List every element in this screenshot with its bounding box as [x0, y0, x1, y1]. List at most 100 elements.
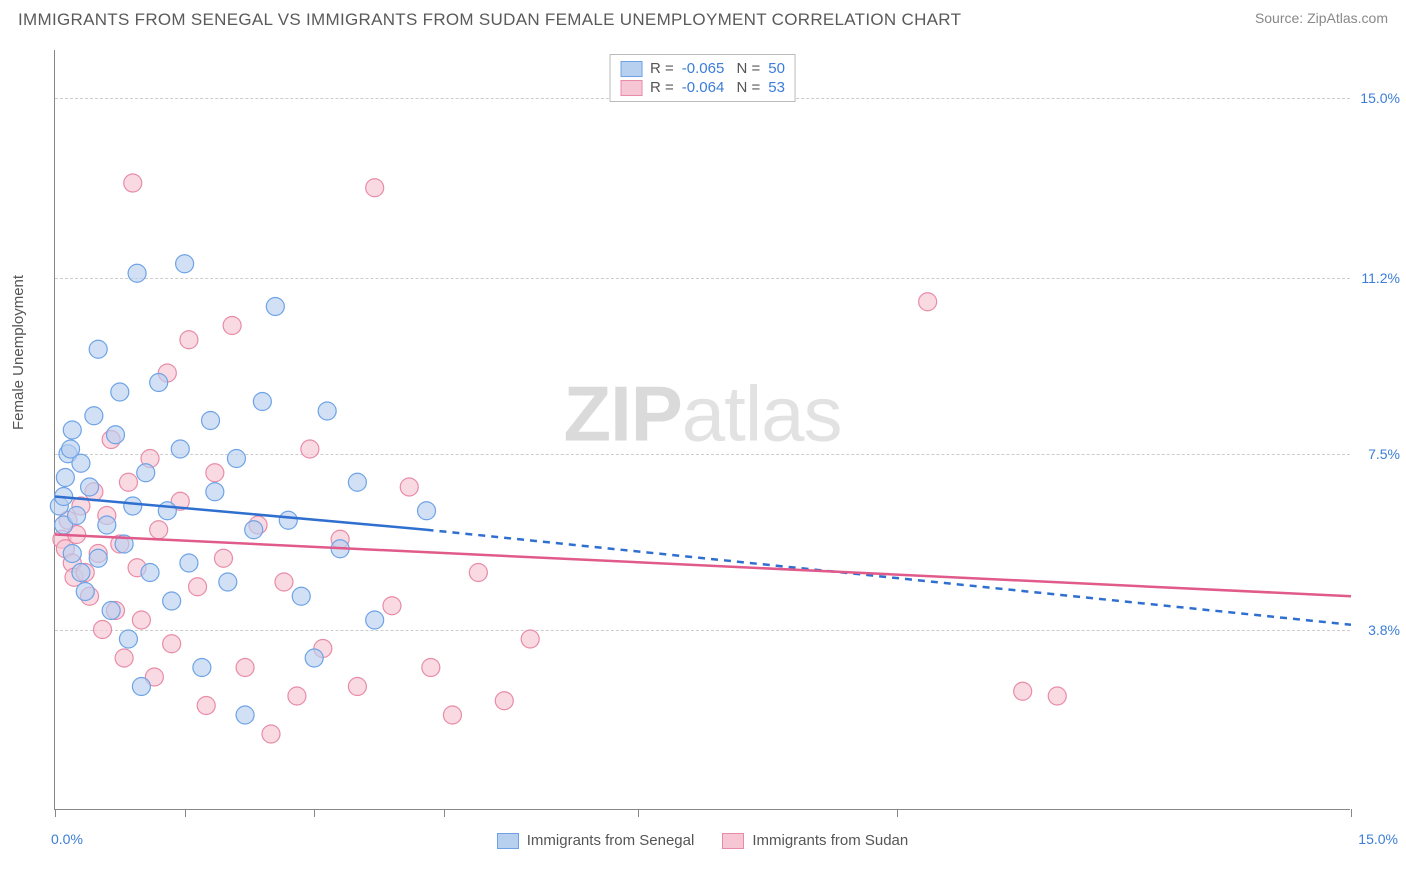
legend-n-label: N =	[732, 79, 760, 96]
data-point	[400, 478, 418, 496]
data-point	[275, 573, 293, 591]
data-point	[89, 549, 107, 567]
legend-item-senegal: Immigrants from Senegal	[497, 832, 695, 849]
x-tick	[314, 809, 315, 817]
data-point	[158, 502, 176, 520]
data-point	[318, 402, 336, 420]
data-point	[495, 692, 513, 710]
y-axis-label: Female Unemployment	[10, 275, 27, 430]
data-point	[76, 583, 94, 601]
data-point	[383, 597, 401, 615]
data-point	[115, 649, 133, 667]
data-point	[422, 659, 440, 677]
data-point	[521, 630, 539, 648]
x-tick	[638, 809, 639, 817]
y-tick-label: 7.5%	[1354, 446, 1400, 462]
data-point	[132, 611, 150, 629]
legend-label-sudan: Immigrants from Sudan	[752, 832, 908, 849]
swatch-senegal-icon	[497, 833, 519, 849]
data-point	[141, 564, 159, 582]
legend-r-value-b: -0.064	[682, 79, 725, 96]
data-point	[56, 469, 74, 487]
legend-label-senegal: Immigrants from Senegal	[527, 832, 695, 849]
data-point	[150, 521, 168, 539]
data-point	[72, 564, 90, 582]
x-tick	[444, 809, 445, 817]
x-tick	[185, 809, 186, 817]
data-point	[150, 374, 168, 392]
data-point	[262, 725, 280, 743]
data-point	[163, 635, 181, 653]
legend-row-senegal: R = -0.065 N = 50	[620, 59, 785, 78]
data-point	[1014, 682, 1032, 700]
data-point	[163, 592, 181, 610]
swatch-senegal	[620, 61, 642, 77]
legend-r-value-a: -0.065	[682, 60, 725, 77]
data-point	[189, 578, 207, 596]
data-point	[1048, 687, 1066, 705]
y-tick-label: 11.2%	[1354, 270, 1400, 286]
regression-line	[55, 535, 1351, 597]
data-point	[85, 407, 103, 425]
data-point	[81, 478, 99, 496]
data-point	[180, 554, 198, 572]
data-point	[305, 649, 323, 667]
data-point	[119, 473, 137, 491]
data-point	[119, 630, 137, 648]
data-point	[469, 564, 487, 582]
legend-item-sudan: Immigrants from Sudan	[722, 832, 908, 849]
legend-n-label: N =	[732, 60, 760, 77]
series-legend: Immigrants from Senegal Immigrants from …	[55, 832, 1350, 849]
data-point	[137, 464, 155, 482]
data-point	[176, 255, 194, 273]
data-point	[193, 659, 211, 677]
data-point	[124, 497, 142, 515]
data-point	[180, 331, 198, 349]
chart-plot-area: ZIPatlas 3.8%7.5%11.2%15.0% R = -0.065 N…	[54, 50, 1350, 810]
data-point	[171, 440, 189, 458]
x-tick	[1351, 809, 1352, 817]
x-tick	[55, 809, 56, 817]
data-point	[132, 678, 150, 696]
data-point	[219, 573, 237, 591]
correlation-legend: R = -0.065 N = 50 R = -0.064 N = 53	[609, 54, 796, 102]
x-axis-max-label: 15.0%	[1358, 831, 1398, 847]
data-point	[253, 393, 271, 411]
data-point	[245, 521, 263, 539]
data-point	[227, 450, 245, 468]
data-point	[94, 621, 112, 639]
data-point	[348, 473, 366, 491]
data-point	[919, 293, 937, 311]
data-point	[106, 426, 124, 444]
data-point	[418, 502, 436, 520]
legend-n-value-a: 50	[768, 60, 785, 77]
data-point	[223, 317, 241, 335]
y-tick-label: 3.8%	[1354, 622, 1400, 638]
data-point	[301, 440, 319, 458]
swatch-sudan-icon	[722, 833, 744, 849]
data-point	[236, 659, 254, 677]
data-point	[89, 340, 107, 358]
data-point	[102, 602, 120, 620]
legend-r-label: R =	[650, 79, 674, 96]
data-point	[366, 179, 384, 197]
swatch-sudan	[620, 80, 642, 96]
data-point	[72, 454, 90, 472]
scatter-svg	[55, 50, 1350, 809]
data-point	[214, 549, 232, 567]
data-point	[124, 174, 142, 192]
y-tick-label: 15.0%	[1354, 90, 1400, 106]
data-point	[202, 412, 220, 430]
data-point	[111, 383, 129, 401]
data-point	[348, 678, 366, 696]
data-point	[206, 483, 224, 501]
data-point	[63, 545, 81, 563]
x-tick	[897, 809, 898, 817]
data-point	[68, 507, 86, 525]
source-attribution: Source: ZipAtlas.com	[1255, 10, 1388, 26]
data-point	[128, 264, 146, 282]
data-point	[443, 706, 461, 724]
data-point	[266, 298, 284, 316]
legend-r-label: R =	[650, 60, 674, 77]
data-point	[206, 464, 224, 482]
